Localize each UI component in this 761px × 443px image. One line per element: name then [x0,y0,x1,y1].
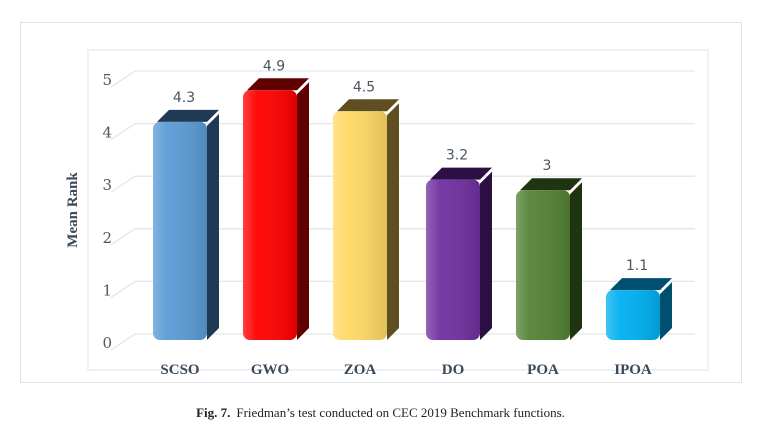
gridline [110,122,695,141]
caption-label: Fig. 7. [196,405,231,420]
data-label: 4.9 [263,58,285,74]
y-tick-label: 3 [102,176,112,194]
bar-side [480,171,492,340]
bar-shading [333,111,387,340]
gridline [110,175,695,193]
gridline [110,70,695,88]
bar-shading [153,121,207,340]
y-tick-label: 5 [102,71,112,89]
y-tick-label: 2 [102,229,112,247]
bar-side [570,182,582,340]
bar-shading [606,290,660,340]
y-tick-label: 4 [102,124,112,142]
x-tick-label: POA [527,362,559,378]
gridline [110,280,695,298]
bar-top [610,278,672,291]
caption-text: Friedman’s test conducted on CEC 2019 Be… [236,405,565,420]
y-tick-label: 0 [102,334,112,352]
bar-shading [243,90,297,340]
x-tick-label: GWO [251,362,289,378]
x-tick-label: DO [442,362,465,378]
gridline [110,333,695,351]
bar-top [157,109,219,122]
data-label: 4.5 [353,79,375,95]
x-tick-label: IPOA [614,362,652,378]
bar-side [207,113,219,340]
gridline [110,228,695,246]
bar-top [430,167,492,180]
bar-shading [426,179,480,340]
data-label: 1.1 [626,258,648,274]
bar-shading [516,190,570,340]
plot-area [87,49,709,371]
bar-side [660,282,672,340]
figure-caption: Fig. 7. Friedman’s test conducted on CEC … [0,405,761,421]
bar-top [337,99,399,112]
x-tick-label: SCSO [160,362,199,378]
bar-chart: 0 1 2 3 4 5 Mean Rank 4.3 SCSO 4.9 GWO 4.5 ZOA 3.2 DO 3… [65,49,709,378]
data-label: 3 [543,158,552,174]
bar-top [247,78,309,91]
data-label: 4.3 [173,90,195,106]
data-label: 3.2 [446,148,468,164]
chart-frame [20,22,742,383]
y-tick-label: 1 [102,281,112,299]
y-axis-label: Mean Rank [65,172,81,248]
x-tick-label: ZOA [344,362,377,378]
bar-top [520,178,582,191]
bar-side [387,103,399,340]
bar-side [297,82,309,340]
